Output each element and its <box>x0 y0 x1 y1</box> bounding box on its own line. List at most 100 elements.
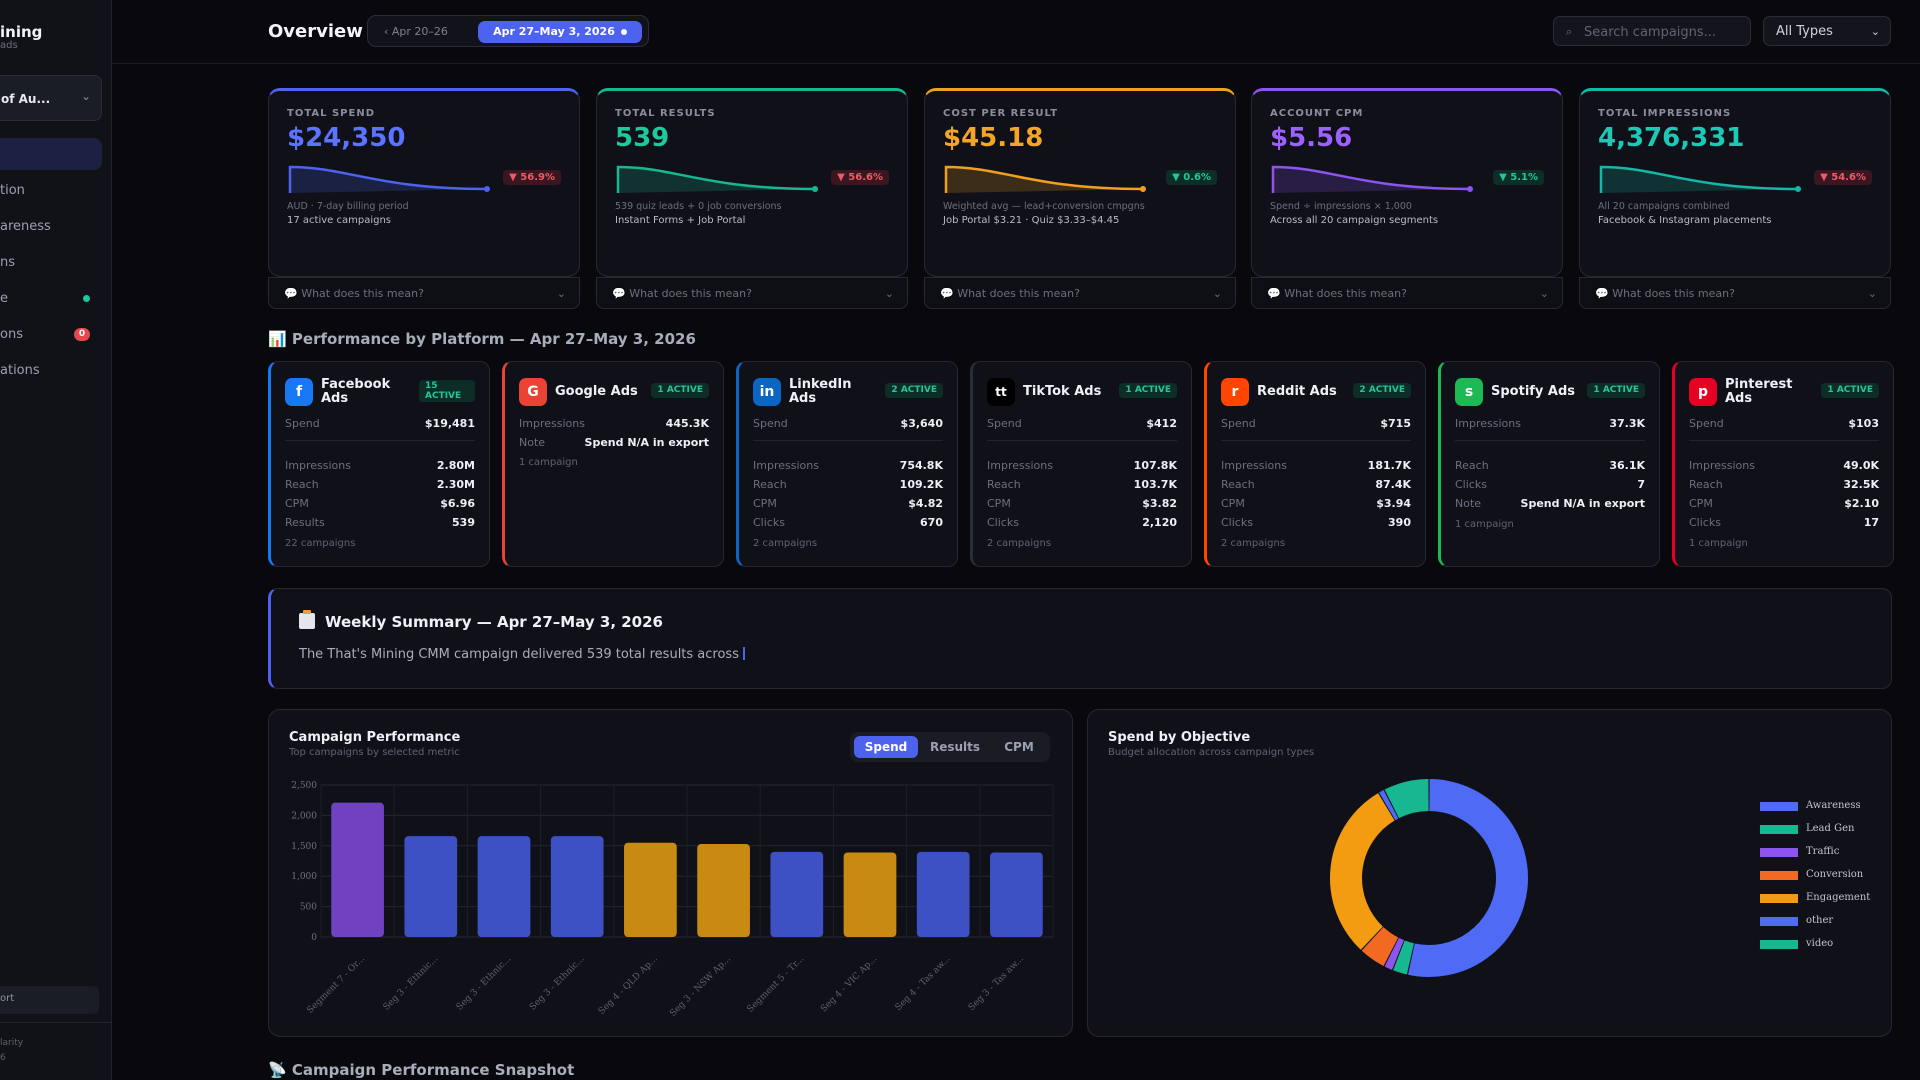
platform-card: p Pinterest Ads 1 ACTIVE Spend $103 Impressio… <box>1672 361 1894 567</box>
stat-label: Clicks <box>987 516 1019 529</box>
sidebar-item-5[interactable]: ons <box>0 327 23 342</box>
weekly-summary-title-text: Weekly Summary — Apr 27–May 3, 2026 <box>325 613 663 631</box>
stat-label: CPM <box>1689 497 1713 510</box>
kpi-delta-badge: ▼ 56.6% <box>831 170 889 185</box>
stat-value: $3.82 <box>1142 497 1177 510</box>
current-week-button[interactable]: Apr 27–May 3, 2026 <box>478 21 642 43</box>
search-input[interactable] <box>1584 22 1744 42</box>
platform-card: f Facebook Ads 15 ACTIVE Spend $19,481 Impres… <box>268 361 490 567</box>
bar[interactable] <box>990 852 1043 937</box>
y-tick-label: 2,000 <box>291 811 317 821</box>
bar[interactable] <box>843 852 897 937</box>
current-week-label: Apr 27–May 3, 2026 <box>493 25 615 38</box>
sidebar-item-2[interactable]: areness <box>0 219 51 234</box>
kpi-explain-label: 💬 What does this mean? <box>612 287 752 300</box>
x-tick-label: Seg 3 - NSW Ap... <box>668 954 733 1019</box>
legend-swatch <box>1760 917 1798 926</box>
metric-tabs: Spend Results CPM <box>850 732 1050 762</box>
sidebar-item-3[interactable]: ns <box>0 255 16 270</box>
chevron-down-icon: ⌄ <box>1870 25 1880 38</box>
stat-value: $103 <box>1848 417 1879 430</box>
sidebar-item-6[interactable]: ations <box>0 363 40 378</box>
platform-campaign-count: 2 campaigns <box>753 538 818 549</box>
donut-slice[interactable] <box>1379 790 1399 821</box>
donut-slice[interactable] <box>1384 779 1430 819</box>
platform-stat-row: Note Spend N/A in export <box>1455 497 1645 513</box>
stat-label: Impressions <box>285 459 351 472</box>
stat-value: $412 <box>1146 417 1177 430</box>
stat-value: 390 <box>1388 516 1411 529</box>
donut-slice[interactable] <box>1393 940 1415 975</box>
stat-label: Results <box>285 516 325 529</box>
y-tick-label: 1,000 <box>291 872 317 882</box>
stat-label: Reach <box>1689 478 1723 491</box>
platform-name: LinkedIn Ads <box>789 377 852 406</box>
bar[interactable] <box>404 836 458 937</box>
kpi-description: 539 quiz leads + 0 job conversions <box>615 201 782 212</box>
stat-value: 2.30M <box>436 478 475 491</box>
sparkline-area <box>946 167 1143 193</box>
donut-slice[interactable] <box>1384 937 1405 970</box>
chevron-down-icon: ⌄ <box>80 89 91 103</box>
platform-stat-row: Impressions 37.3K <box>1455 417 1645 433</box>
donut-slice[interactable] <box>1408 779 1528 977</box>
tab-results[interactable]: Results <box>929 740 981 754</box>
sidebar-item-1[interactable]: tion <box>0 183 25 198</box>
prev-week-button[interactable]: ‹ Apr 20–26 <box>384 25 448 38</box>
tab-cpm[interactable]: CPM <box>1004 740 1034 754</box>
stat-value: 2.80M <box>436 459 475 472</box>
stat-label: Reach <box>1221 478 1255 491</box>
tab-spend[interactable]: Spend <box>854 736 918 758</box>
stat-label: Note <box>519 436 546 449</box>
search-box[interactable]: ⌕ <box>1553 16 1751 46</box>
sidebar-item-overview-active[interactable] <box>0 138 102 170</box>
stat-value: 539 <box>452 516 475 529</box>
bar[interactable] <box>624 842 677 937</box>
bar[interactable] <box>697 843 750 937</box>
kpi-explain-toggle[interactable]: 💬 What does this mean? ⌄ <box>596 277 908 309</box>
kpi-explain-text: What does this mean? <box>957 287 1080 300</box>
kpi-value: 539 <box>615 123 670 153</box>
platform-logo-icon: G <box>519 378 547 406</box>
sparkline-line <box>616 165 816 193</box>
page-title: Overview <box>268 21 363 42</box>
objective-panel-title: Spend by Objective <box>1108 730 1251 745</box>
campaign-panel-title: Campaign Performance <box>289 730 461 745</box>
chevron-down-icon: ⌄ <box>556 287 566 300</box>
donut-slice[interactable] <box>1361 926 1399 966</box>
type-filter-select[interactable]: All Types ⌄ <box>1763 16 1891 46</box>
platform-campaign-count: 22 campaigns <box>285 538 356 549</box>
stat-label: Clicks <box>1689 516 1721 529</box>
search-icon: ⌕ <box>1566 25 1573 38</box>
y-tick-label: 1,500 <box>291 842 317 852</box>
bar[interactable] <box>550 836 604 937</box>
bar[interactable] <box>916 851 970 937</box>
bar[interactable] <box>477 836 531 937</box>
legend-label: Awareness <box>1806 800 1861 811</box>
platform-card: in LinkedIn Ads 2 ACTIVE Spend $3,640 Impress… <box>736 361 958 567</box>
sidebar-item-4[interactable]: e <box>0 291 8 306</box>
bar[interactable] <box>331 802 384 937</box>
x-tick-label: Seg 4 - QLD Ap... <box>597 954 660 1017</box>
stat-value: $2.10 <box>1844 497 1879 510</box>
active-badge: 1 ACTIVE <box>1119 383 1177 398</box>
kpi-label: COST PER RESULT <box>943 108 1059 119</box>
kpi-label: TOTAL RESULTS <box>615 108 716 119</box>
platform-stat-row: Reach 103.7K <box>987 478 1177 494</box>
live-status-dot <box>83 295 90 302</box>
sparkline-line <box>288 165 488 193</box>
platform-stat-row: Impressions 107.8K <box>987 459 1177 475</box>
kpi-explain-toggle[interactable]: 💬 What does this mean? ⌄ <box>268 277 580 309</box>
legend-label: Engagement <box>1806 892 1871 903</box>
account-select[interactable]: of Au... ⌄ <box>0 75 102 121</box>
platform-stat-row: Clicks 390 <box>1221 516 1411 532</box>
kpi-explain-toggle[interactable]: 💬 What does this mean? ⌄ <box>924 277 1236 309</box>
platform-divider <box>1689 440 1879 441</box>
export-button[interactable]: ort <box>0 986 99 1014</box>
platform-card: r Reddit Ads 2 ACTIVE Spend $715 Impressions 1… <box>1204 361 1426 567</box>
donut-slice[interactable] <box>1330 793 1396 950</box>
bar[interactable] <box>770 851 824 937</box>
kpi-explain-toggle[interactable]: 💬 What does this mean? ⌄ <box>1579 277 1891 309</box>
kpi-explain-toggle[interactable]: 💬 What does this mean? ⌄ <box>1251 277 1563 309</box>
platform-stat-row: Results 539 <box>285 516 475 532</box>
